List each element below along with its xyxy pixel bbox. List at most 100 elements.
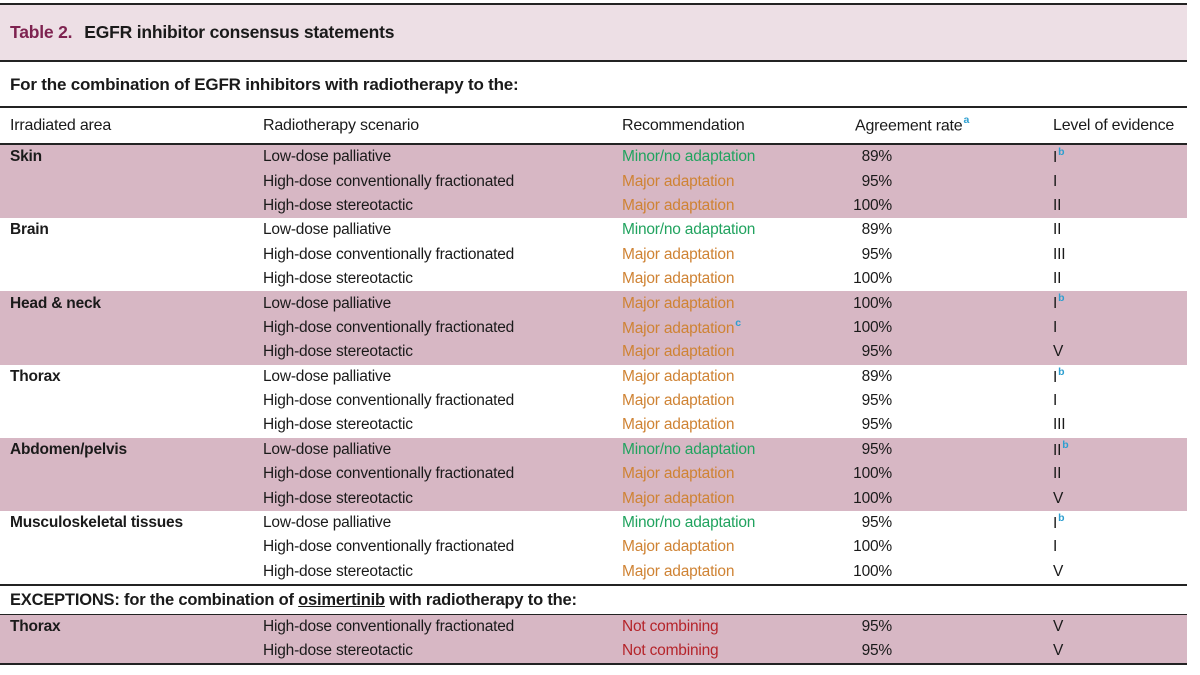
recommendation-cell: Major adaptationc: [622, 316, 741, 337]
table-row: Head & neck Low-dose palliative Major adap…: [0, 291, 1187, 316]
recommendation-cell: Major adaptation: [622, 392, 735, 410]
agreement-cell: 100%: [853, 465, 892, 483]
table-row: High-dose stereotactic Not combining 95% V: [0, 639, 1187, 664]
agreement-cell: 89%: [861, 148, 893, 166]
evidence-cell: Ib: [1053, 146, 1065, 167]
agreement-cell: 95%: [861, 514, 893, 532]
recommendation-cell: Minor/no adaptation: [622, 440, 756, 458]
column-header-row: Irradiated area Radiotherapy scenario Re…: [0, 108, 1187, 145]
table-row: High-dose stereotactic Major adaptation 10…: [0, 267, 1187, 291]
evidence-cell: II: [1053, 196, 1062, 214]
evidence-cell: Ib: [1053, 292, 1065, 313]
scenario-cell: High-dose stereotactic: [263, 562, 413, 580]
column-header-radiotherapy-scenario: Radiotherapy scenario: [263, 116, 419, 134]
recommendation-cell: Major adaptation: [622, 343, 735, 361]
scenario-cell: High-dose stereotactic: [263, 343, 413, 361]
evidence-cell: IIb: [1053, 438, 1069, 459]
agreement-cell: 89%: [861, 221, 893, 239]
area-cell: Thorax: [10, 618, 61, 636]
evidence-cell: II: [1053, 221, 1062, 239]
scenario-cell: High-dose conventionally fractionated: [263, 392, 515, 410]
section-heading: For the combination of EGFR inhibitors w…: [10, 75, 519, 94]
recommendation-cell: Major adaptation: [622, 172, 735, 190]
table-row: Brain Low-dose palliative Minor/no adaptat…: [0, 218, 1187, 242]
exceptions-heading: EXCEPTIONS: for the combination of osime…: [0, 586, 1187, 616]
recommendation-cell: Major adaptation: [622, 562, 735, 580]
evidence-cell: I: [1053, 172, 1058, 190]
footnote-marker-b: b: [1058, 365, 1065, 378]
scenario-cell: Low-dose palliative: [263, 221, 392, 239]
table-row: High-dose conventionally fractionated Maj…: [0, 169, 1187, 194]
evidence-cell: II: [1053, 465, 1062, 483]
area-cell: Thorax: [10, 367, 61, 385]
agreement-cell: 95%: [861, 343, 893, 361]
exceptions-drug-name: osimertinib: [298, 590, 385, 609]
evidence-cell: V: [1053, 642, 1064, 660]
recommendation-cell: Not combining: [622, 618, 719, 636]
footnote-marker-c: c: [735, 316, 741, 329]
agreement-cell: 100%: [853, 294, 892, 312]
area-group: Thorax Low-dose palliative Major adaptatio…: [0, 365, 1187, 438]
footnote-marker-b: b: [1058, 146, 1065, 159]
evidence-cell: II: [1053, 270, 1062, 288]
table-bottom-rule: [0, 663, 1187, 666]
scenario-cell: High-dose stereotactic: [263, 642, 413, 660]
table-number-label: Table 2.: [10, 22, 73, 42]
scenario-cell: High-dose conventionally fractionated: [263, 245, 515, 263]
area-group: Musculoskeletal tissues Low-dose palliati…: [0, 511, 1187, 584]
table-row: Thorax Low-dose palliative Major adaptatio…: [0, 365, 1187, 389]
area-cell: Head & neck: [10, 294, 101, 312]
area-group: Head & neck Low-dose palliative Major adap…: [0, 291, 1187, 365]
evidence-cell: III: [1053, 416, 1066, 434]
agreement-cell: 95%: [861, 618, 893, 636]
evidence-cell: V: [1053, 489, 1064, 507]
footnote-marker-b: b: [1058, 511, 1065, 524]
header-top-rule: [0, 106, 1187, 108]
agreement-cell: 95%: [861, 172, 893, 190]
table-body: Skin Low-dose palliative Minor/no adaptati…: [0, 145, 1187, 584]
scenario-cell: Low-dose palliative: [263, 514, 392, 532]
scenario-cell: Low-dose palliative: [263, 440, 392, 458]
scenario-cell: High-dose conventionally fractionated: [263, 172, 515, 190]
evidence-cell: V: [1053, 562, 1064, 580]
recommendation-cell: Major adaptation: [622, 245, 735, 263]
recommendation-cell: Major adaptation: [622, 489, 735, 507]
table-row: Thorax High-dose conventionally fractiona…: [0, 615, 1187, 640]
recommendation-cell: Major adaptation: [622, 367, 735, 385]
recommendation-cell: Major adaptation: [622, 270, 735, 288]
scenario-cell: Low-dose palliative: [263, 294, 392, 312]
evidence-cell: Ib: [1053, 511, 1065, 533]
table-row: High-dose conventionally fractionated Maj…: [0, 462, 1187, 487]
exceptions-heading-suffix: with radiotherapy to the:: [384, 590, 577, 609]
table-title-bar: Table 2. EGFR inhibitor consensus statem…: [0, 3, 1187, 62]
exceptions-body: Thorax High-dose conventionally fractiona…: [0, 615, 1187, 664]
table-row: High-dose stereotactic Major adaptation 10…: [0, 486, 1187, 511]
agreement-cell: 100%: [853, 562, 892, 580]
agreement-cell: 89%: [861, 367, 893, 385]
area-cell: Brain: [10, 221, 49, 239]
column-header-recommendation: Recommendation: [622, 116, 745, 134]
table-row: High-dose conventionally fractionated Maj…: [0, 315, 1187, 341]
recommendation-cell: Minor/no adaptation: [622, 148, 756, 166]
exceptions-separator-rule: [0, 584, 1187, 587]
area-group: Brain Low-dose palliative Minor/no adaptat…: [0, 218, 1187, 291]
scenario-cell: High-dose stereotactic: [263, 270, 413, 288]
scenario-cell: High-dose stereotactic: [263, 416, 413, 434]
area-group: Thorax High-dose conventionally fractiona…: [0, 615, 1187, 664]
agreement-cell: 95%: [861, 440, 893, 458]
footnote-marker-b: b: [1062, 438, 1069, 451]
scenario-cell: High-dose stereotactic: [263, 489, 413, 507]
scenario-cell: High-dose conventionally fractionated: [263, 618, 515, 636]
column-header-agreement-rate: Agreement ratea: [855, 114, 970, 135]
evidence-cell: I: [1053, 392, 1058, 410]
evidence-cell: I: [1053, 538, 1058, 556]
footnote-marker-a: a: [963, 114, 970, 127]
agreement-cell: 100%: [853, 270, 892, 288]
agreement-cell: 100%: [853, 196, 892, 214]
table-row: High-dose stereotactic Major adaptation 95…: [0, 340, 1187, 365]
recommendation-cell: Minor/no adaptation: [622, 221, 756, 239]
table-row: Musculoskeletal tissues Low-dose palliati…: [0, 511, 1187, 535]
area-cell: Musculoskeletal tissues: [10, 514, 183, 532]
table-row: High-dose stereotactic Major adaptation 10…: [0, 560, 1187, 584]
